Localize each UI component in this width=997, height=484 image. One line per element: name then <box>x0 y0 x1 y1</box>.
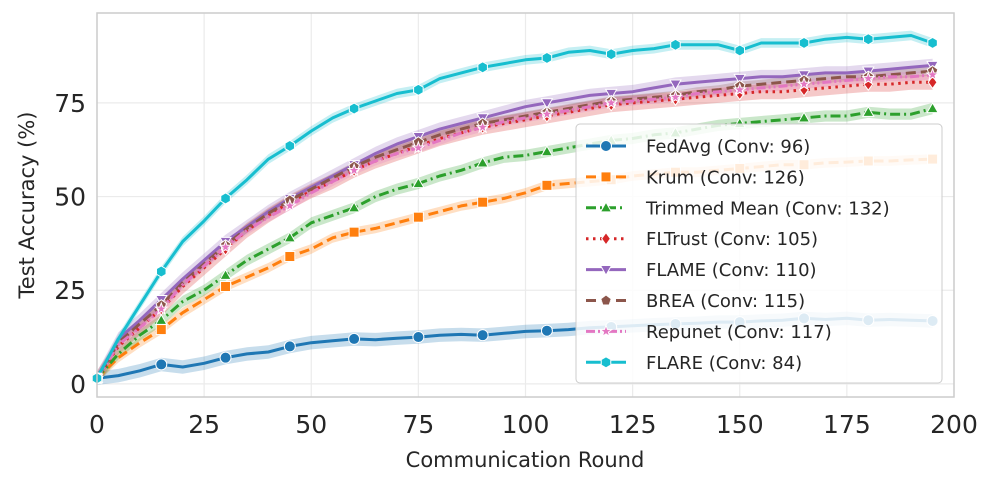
legend-marker-7 <box>600 356 612 369</box>
x-tick-label: 75 <box>402 410 434 439</box>
line-series-7 <box>95 34 934 380</box>
point-series-7 <box>477 61 488 74</box>
legend-marker-3 <box>600 231 612 246</box>
point-series-4 <box>604 88 618 101</box>
point-series-2 <box>476 156 490 168</box>
y-axis-ticks: 0 25 50 75 <box>54 89 86 399</box>
point-series-7 <box>734 44 746 57</box>
point-series-4 <box>669 79 682 91</box>
point-series-6 <box>604 95 619 110</box>
point-series-7 <box>863 33 874 46</box>
point-series-1 <box>412 211 424 223</box>
point-series-7 <box>220 192 231 205</box>
point-series-0 <box>540 324 553 337</box>
point-series-6 <box>796 76 812 91</box>
legend-marker-6 <box>598 323 614 338</box>
legend-label: Repunet (Conv: 117) <box>646 322 832 343</box>
x-tick-label: 25 <box>188 410 220 439</box>
point-series-1 <box>284 251 296 263</box>
point-series-7 <box>413 83 424 96</box>
point-series-7 <box>927 36 938 50</box>
line-series-6 <box>95 73 933 380</box>
legend-marker-4 <box>599 264 613 277</box>
point-series-2 <box>283 231 297 243</box>
point-series-0 <box>476 329 489 342</box>
point-series-7 <box>798 36 810 50</box>
point-series-2 <box>412 176 425 189</box>
legend-box <box>575 123 943 384</box>
point-series-6 <box>154 301 169 316</box>
point-series-6 <box>411 140 426 154</box>
y-tick-label: 75 <box>54 89 86 118</box>
x-tick-label: 175 <box>823 410 871 439</box>
series-lines <box>95 34 934 380</box>
y-tick-label: 25 <box>54 276 86 305</box>
x-tick-label: 200 <box>930 410 978 439</box>
x-axis-ticks: 0 25 50 75 100 125 150 175 200 <box>89 410 978 439</box>
y-axis-label: Test Accuracy (%) <box>15 112 39 300</box>
point-series-2 <box>926 102 939 114</box>
point-series-7 <box>348 102 360 115</box>
y-tick-label: 0 <box>70 370 86 399</box>
point-series-4 <box>733 73 747 86</box>
point-series-6 <box>218 239 233 254</box>
point-series-2 <box>861 105 875 117</box>
legend-label: Trimmed Mean (Conv: 132) <box>645 198 890 219</box>
point-series-6 <box>346 162 362 177</box>
x-tick-label: 125 <box>609 410 657 439</box>
x-tick-label: 150 <box>716 410 764 439</box>
point-series-0 <box>155 358 168 371</box>
point-series-1 <box>541 179 553 191</box>
point-series-6 <box>861 71 876 85</box>
point-series-2 <box>797 111 811 123</box>
point-series-7 <box>156 265 167 278</box>
legend-label: FLTrust (Conv: 105) <box>646 229 818 250</box>
x-tick-label: 0 <box>89 410 105 439</box>
plot-frame <box>96 12 955 398</box>
legend-label: BREA (Conv: 115) <box>646 291 805 312</box>
line-series-4 <box>95 63 933 380</box>
legend-marker-0 <box>600 140 612 152</box>
x-axis-label: Communication Round <box>406 448 645 472</box>
legend-label: FLAME (Conv: 110) <box>646 260 817 281</box>
point-series-2 <box>540 145 554 157</box>
point-series-0 <box>219 351 232 364</box>
x-tick-label: 100 <box>502 410 550 439</box>
legend-label: FLARE (Conv: 84) <box>646 353 802 374</box>
line-series-2 <box>95 107 933 380</box>
point-series-2 <box>347 201 361 213</box>
legend-label: Krum (Conv: 126) <box>646 167 805 188</box>
point-series-6 <box>539 106 555 121</box>
point-series-7 <box>605 48 617 61</box>
legend-marker-5 <box>600 294 612 306</box>
point-series-6 <box>925 67 940 81</box>
point-series-6 <box>475 119 490 134</box>
point-series-7 <box>284 139 296 153</box>
point-series-7 <box>541 51 553 65</box>
point-series-1 <box>220 280 232 292</box>
point-series-1 <box>155 324 167 336</box>
point-series-6 <box>732 82 747 96</box>
legend-marker-2 <box>599 201 613 213</box>
legend: FedAvg (Conv: 96) Krum (Conv: 126) Trimmed… <box>575 123 943 384</box>
point-series-4 <box>540 98 554 110</box>
legend-marker-1 <box>600 171 612 183</box>
y-tick-label: 50 <box>54 183 86 212</box>
point-series-0 <box>348 332 361 345</box>
point-series-1 <box>477 196 489 208</box>
point-series-6 <box>282 198 297 213</box>
point-series-1 <box>348 226 360 238</box>
point-series-0 <box>412 331 425 344</box>
x-tick-label: 50 <box>295 410 327 439</box>
legend-label: FedAvg (Conv: 96) <box>646 137 810 158</box>
band-series-2 <box>97 102 933 384</box>
point-series-6 <box>668 89 683 104</box>
point-series-2 <box>154 313 168 325</box>
point-series-0 <box>283 340 296 353</box>
point-series-7 <box>670 38 681 51</box>
series-markers <box>89 33 940 386</box>
point-series-2 <box>219 268 232 280</box>
